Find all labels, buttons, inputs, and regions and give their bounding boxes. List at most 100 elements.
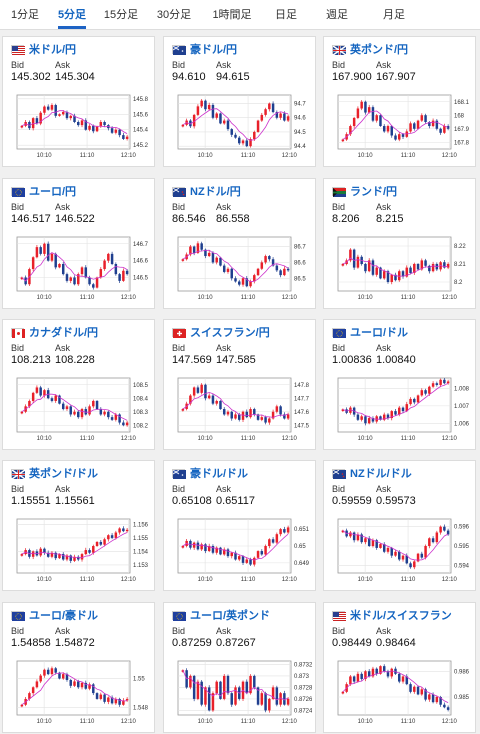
y-tick-label: 86.6 (294, 260, 306, 266)
y-tick-label: 145.4 (133, 128, 149, 134)
candle-body (413, 123, 416, 129)
rate-card[interactable]: ユーロ/ドル Bid Ask 1.00836 1.00840 10:10 11:10 12:1… (323, 319, 476, 450)
candle-body (110, 697, 114, 704)
candlestick-svg: 10:10 11:10 12:10 86.7 86.6 86.5 (177, 236, 306, 301)
candle-body (409, 563, 412, 568)
rate-card[interactable]: 米ドル/円 Bid Ask 145.302 145.304 10:10 11:10 12:10… (2, 36, 155, 167)
rate-card[interactable]: 英ポンド/ドル Bid Ask 1.15551 1.15561 10:10 11:10 12:… (2, 460, 155, 591)
price-chart[interactable]: 10:10 11:10 12:10 0.651 0.65 0.649 (169, 516, 312, 588)
bid-value: 146.517 (11, 213, 51, 225)
pair-title[interactable]: NZドル/円 (172, 184, 241, 198)
y-tick-label: 94.5 (294, 130, 306, 136)
pair-name: 英ポンド/円 (350, 44, 409, 56)
rate-card[interactable]: ランド/円 Bid Ask 8.206 8.215 10:10 11:10 12:10 8.22… (323, 178, 476, 309)
price-chart[interactable]: 10:10 11:10 12:10 145.8 145.6 145.4 145.2 (8, 92, 151, 164)
tab-2[interactable]: 15分足 (103, 9, 139, 21)
tab-3[interactable]: 30分足 (156, 9, 192, 21)
y-tick-label: 1.154 (133, 549, 149, 555)
tab-0[interactable]: 1分足 (10, 9, 40, 21)
pair-title[interactable]: 米ドル/スイスフラン (332, 608, 452, 622)
candle-body (371, 107, 375, 121)
pair-title[interactable]: ユーロ/英ポンド (172, 608, 270, 622)
candle-body (192, 675, 196, 699)
candle-body (107, 697, 110, 702)
candle-body (230, 552, 233, 557)
bid-value: 0.87259 (172, 637, 212, 649)
rate-card[interactable]: ユーロ/豪ドル Bid Ask 1.54858 1.54872 10:10 11:10 12:… (2, 602, 155, 733)
tab-7[interactable]: 月足 (383, 9, 405, 21)
pair-title[interactable]: 豪ドル/ドル (172, 466, 248, 480)
price-chart[interactable]: 10:10 11:10 12:10 86.7 86.6 86.5 (169, 234, 312, 306)
candle-body (245, 559, 249, 563)
candlestick-svg: 10:10 11:10 12:10 0.651 0.65 0.649 (177, 518, 310, 583)
candle-body (222, 409, 226, 415)
candle-body (58, 264, 61, 268)
price-chart[interactable]: 10:10 11:10 12:10 147.8 147.7 147.6 147.5 (169, 375, 312, 447)
candle-body (360, 416, 363, 420)
price-chart[interactable]: 10:10 11:10 12:10 0.8732 0.873 0.8728 0.8726 0.… (169, 658, 312, 730)
rate-card[interactable]: NZドル/ドル Bid Ask 0.59559 0.59573 10:10 11:10 12:… (323, 460, 476, 591)
price-chart[interactable]: 10:10 11:10 12:10 108.5 108.4 108.3 108.2 (8, 375, 151, 447)
candle-body (219, 257, 222, 266)
pair-title[interactable]: ランド/円 (332, 184, 397, 198)
candle-body (28, 400, 31, 407)
candle-body (181, 259, 185, 261)
price-chart[interactable]: 10:10 11:10 12:10 168.1 168 167.9 167.8 (329, 92, 472, 164)
candle-body (279, 270, 282, 276)
x-tick-label: 10:10 (37, 436, 53, 442)
price-chart[interactable]: 10:10 11:10 12:10 1.008 1.007 1.006 (329, 375, 472, 447)
tab-4[interactable]: 1時間足 (212, 9, 252, 21)
pair-title[interactable]: ユーロ/ドル (332, 325, 408, 339)
candle-body (424, 260, 427, 266)
bid-value: 167.900 (332, 71, 372, 83)
pair-title[interactable]: 米ドル/円 (11, 42, 76, 56)
pair-title[interactable]: 豪ドル/円 (172, 42, 237, 56)
tab-1[interactable]: 5分足 (50, 0, 94, 29)
price-chart[interactable]: 10:10 11:10 12:10 8.22 8.21 8.2 (329, 234, 472, 306)
pair-name: ユーロ/英ポンド (190, 610, 271, 622)
rate-card[interactable]: スイスフラン/円 Bid Ask 147.569 147.585 10:10 11:10 12… (163, 319, 316, 450)
candle-body (356, 414, 360, 420)
candle-body (260, 262, 264, 269)
candle-body (364, 416, 367, 424)
candle-body (43, 243, 46, 254)
candle-body (371, 260, 375, 275)
tab-5[interactable]: 日足 (275, 9, 297, 21)
price-chart[interactable]: 10:10 11:10 12:10 0.986 0.985 (329, 658, 472, 730)
pair-name: ユーロ/豪ドル (29, 610, 99, 622)
candle-body (58, 672, 61, 679)
price-chart[interactable]: 10:10 11:10 12:10 0.596 0.595 0.594 (329, 516, 472, 588)
candle-body (286, 527, 290, 533)
x-tick-label: 11:10 (401, 436, 416, 442)
ask-value: 1.54872 (55, 637, 95, 649)
rate-card[interactable]: ユーロ/円 Bid Ask 146.517 146.522 10:10 11:10 12:10… (2, 178, 155, 309)
candle-body (211, 395, 215, 404)
candle-body (20, 411, 24, 414)
price-chart[interactable]: 10:10 11:10 12:10 1.156 1.155 1.154 1.153 (8, 516, 151, 588)
pair-title[interactable]: 英ポンド/円 (332, 42, 408, 56)
rate-card[interactable]: 豪ドル/ドル Bid Ask 0.65108 0.65117 10:10 11:10 12:1… (163, 460, 316, 591)
rate-card[interactable]: 英ポンド/円 Bid Ask 167.900 167.907 10:10 11:10 12:1… (323, 36, 476, 167)
pair-title[interactable]: ユーロ/円 (11, 184, 76, 198)
rate-card[interactable]: 豪ドル/円 Bid Ask 94.610 94.615 10:10 11:10 12:10 94… (163, 36, 316, 167)
pair-title[interactable]: カナダドル/円 (11, 325, 98, 339)
rate-card[interactable]: ユーロ/英ポンド Bid Ask 0.87259 0.87267 10:10 11:10 12… (163, 602, 316, 733)
rate-card[interactable]: NZドル/円 Bid Ask 86.546 86.558 10:10 11:10 12:10 8… (163, 178, 316, 309)
price-chart[interactable]: 10:10 11:10 12:10 146.7 146.6 146.5 (8, 234, 151, 306)
rate-card[interactable]: 米ドル/スイスフラン Bid Ask 0.98449 0.98464 10:10 11:10… (323, 602, 476, 733)
candle-body (95, 400, 99, 410)
candle-body (118, 698, 121, 705)
candle-body (416, 120, 420, 129)
pair-title[interactable]: NZドル/ドル (332, 466, 412, 480)
pair-title[interactable]: 英ポンド/ドル (11, 466, 98, 480)
bid-label: Bid (172, 60, 186, 70)
price-chart[interactable]: 10:10 11:10 12:10 1.55 1.548 (8, 658, 151, 730)
price-chart[interactable]: 10:10 11:10 12:10 94.7 94.6 94.5 94.4 (169, 92, 312, 164)
candle-body (413, 398, 416, 403)
pair-title[interactable]: スイスフラン/円 (172, 325, 270, 339)
candle-body (125, 529, 129, 532)
moving-average-line (342, 257, 449, 277)
pair-title[interactable]: ユーロ/豪ドル (11, 608, 98, 622)
tab-6[interactable]: 週足 (326, 9, 348, 21)
rate-card[interactable]: カナダドル/円 Bid Ask 108.213 108.228 10:10 11:10 12:… (2, 319, 155, 450)
